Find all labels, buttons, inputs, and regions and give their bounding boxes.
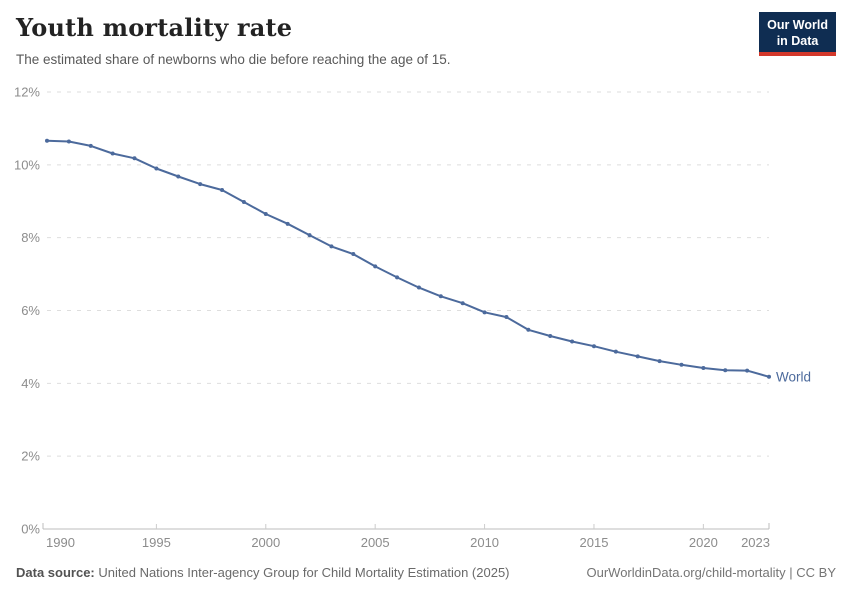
data-point-2000[interactable] — [263, 211, 268, 216]
y-axis-tick-label: 12% — [14, 84, 40, 99]
data-point-2018[interactable] — [657, 359, 662, 364]
x-axis-tick-label: 1990 — [46, 535, 75, 550]
data-point-2002[interactable] — [307, 233, 312, 238]
x-axis-tick-label: 2010 — [470, 535, 499, 550]
data-point-2010[interactable] — [482, 310, 487, 315]
data-point-1990[interactable] — [45, 138, 49, 143]
data-point-2006[interactable] — [395, 275, 400, 280]
data-point-2005[interactable] — [373, 264, 378, 269]
y-axis-tick-label: 0% — [21, 521, 40, 536]
data-point-2001[interactable] — [285, 221, 290, 226]
series-label-world[interactable]: World — [776, 369, 811, 384]
data-point-2016[interactable] — [613, 349, 618, 354]
y-axis-tick-label: 10% — [14, 157, 40, 172]
y-axis-tick-label: 6% — [21, 303, 40, 318]
y-axis-tick-label: 8% — [21, 230, 40, 245]
data-point-1993[interactable] — [110, 151, 115, 156]
owid-logo-line2: in Data — [776, 34, 819, 48]
y-axis-tick-label: 4% — [21, 376, 40, 391]
page-title: Youth mortality rate — [16, 13, 293, 42]
data-point-1995[interactable] — [154, 166, 159, 171]
x-axis-tick-label: 2023 — [741, 535, 770, 550]
data-point-1991[interactable] — [66, 139, 71, 144]
data-point-2020[interactable] — [701, 366, 706, 371]
data-point-2012[interactable] — [526, 327, 531, 332]
data-point-1998[interactable] — [220, 187, 225, 192]
license-link[interactable]: OurWorldinData.org/child-mortality | CC … — [586, 565, 837, 580]
x-axis-tick-label: 2005 — [361, 535, 390, 550]
data-point-2014[interactable] — [570, 339, 575, 344]
data-point-2011[interactable] — [504, 315, 509, 320]
data-point-1996[interactable] — [176, 174, 181, 179]
data-point-2003[interactable] — [329, 244, 334, 249]
data-source-value: United Nations Inter-agency Group for Ch… — [98, 565, 510, 580]
owid-logo[interactable]: Our World in Data — [759, 12, 836, 56]
data-point-2013[interactable] — [548, 333, 553, 338]
data-point-1992[interactable] — [88, 143, 93, 148]
data-point-2019[interactable] — [679, 362, 684, 367]
data-point-2004[interactable] — [351, 252, 356, 257]
chart-footer: Data source: United Nations Inter-agency… — [16, 565, 836, 580]
chart-subtitle: The estimated share of newborns who die … — [16, 52, 451, 67]
data-point-2022[interactable] — [745, 368, 750, 373]
data-point-2008[interactable] — [438, 294, 443, 299]
x-axis-tick-label: 1995 — [142, 535, 171, 550]
data-source-label: Data source: — [16, 565, 95, 580]
owid-logo-line1: Our World — [767, 18, 828, 32]
data-point-1997[interactable] — [198, 182, 203, 187]
data-point-2015[interactable] — [591, 344, 596, 349]
data-point-1994[interactable] — [132, 156, 137, 161]
x-axis-tick-label: 2020 — [689, 535, 718, 550]
y-axis-tick-label: 2% — [21, 449, 40, 464]
x-axis-tick-label: 2015 — [580, 535, 609, 550]
data-point-1999[interactable] — [241, 199, 246, 204]
data-point-2023[interactable] — [767, 374, 771, 379]
data-point-2007[interactable] — [416, 285, 421, 290]
data-point-2021[interactable] — [723, 368, 728, 373]
world-series-line[interactable] — [46, 139, 770, 378]
x-axis-tick-label: 2000 — [251, 535, 280, 550]
data-point-2009[interactable] — [460, 301, 465, 306]
data-source-note: Data source: United Nations Inter-agency… — [16, 565, 510, 580]
data-point-2017[interactable] — [635, 354, 640, 359]
